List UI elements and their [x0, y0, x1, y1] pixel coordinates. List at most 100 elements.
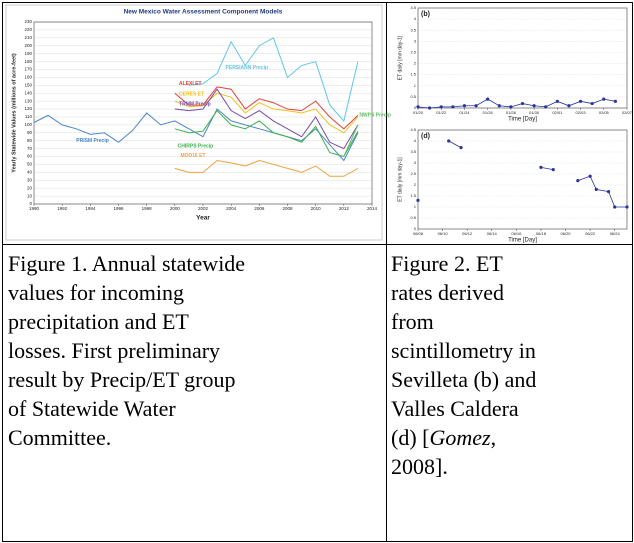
y-tick-label: 3.5: [410, 27, 416, 32]
y-tick-label: 40: [27, 170, 33, 175]
y-tick-label: 30: [27, 177, 33, 182]
data-point: [451, 105, 455, 109]
y-axis-label: Yearly Statewide Values (millions of acr…: [11, 53, 17, 173]
y-tick-label: 130: [24, 98, 32, 103]
y-tick-label: 4: [414, 138, 417, 143]
caption-line: values for incoming: [8, 280, 184, 305]
y-tick-label: 230: [24, 19, 32, 24]
caption-line: rates derived: [391, 280, 504, 305]
y-tick-label: 1.5: [410, 72, 416, 77]
y-tick-label: 1: [414, 83, 417, 88]
caption-line: precipitation and ET: [8, 309, 189, 334]
data-point: [486, 97, 490, 101]
x-tick-label: 01/30: [529, 110, 540, 115]
x-tick-label: 06/24: [610, 231, 621, 236]
chart-title: New Mexico Water Assessment Component Mo…: [124, 9, 283, 16]
x-tick-label: 06/16: [511, 231, 522, 236]
y-tick-label: 3: [414, 160, 417, 165]
x-tick-label: 1990: [29, 206, 40, 211]
data-point: [416, 198, 420, 202]
x-tick-label: 01/26: [483, 110, 494, 115]
data-point: [613, 205, 617, 209]
data-point: [539, 165, 543, 169]
y-tick-label: 2.5: [410, 171, 416, 176]
series-line: [417, 98, 616, 109]
y-tick-label: 50: [27, 162, 33, 167]
series-label: ALEXI ET: [179, 81, 202, 87]
y-tick-label: 100: [24, 122, 32, 127]
x-tick-label: 1996: [113, 206, 124, 211]
y-tick-label: 0: [29, 201, 32, 206]
x-tick-label: 2006: [254, 206, 265, 211]
caption-line: of Statewide Water: [8, 396, 176, 421]
caption-line: result by Precip/ET group: [8, 367, 236, 392]
y-tick-label: 70: [27, 146, 33, 151]
data-point: [594, 187, 598, 191]
data-point: [462, 104, 467, 108]
plot-frame: [417, 7, 628, 109]
series-line: [188, 37, 359, 122]
series-label: PERSIANN Precip: [226, 65, 269, 71]
data-point: [439, 105, 443, 109]
data-point: [578, 99, 583, 103]
y-tick-label: 220: [24, 27, 32, 32]
plot-frame: [417, 129, 628, 230]
data-point: [520, 101, 525, 106]
series-line: [343, 124, 359, 157]
series-line: [174, 92, 359, 134]
data-point: [588, 174, 592, 178]
data-point: [509, 105, 513, 109]
data-point: [625, 205, 629, 209]
series-line: [174, 86, 359, 130]
data-point: [551, 168, 555, 172]
series-label: NWPS Precip: [359, 113, 391, 119]
y-tick-label: 1: [414, 204, 417, 209]
y-tick-label: 0: [414, 226, 417, 231]
y-tick-label: 2.5: [410, 50, 416, 55]
data-point: [606, 190, 611, 194]
series-label: PRISM Precip: [76, 138, 109, 144]
x-tick-label: 2004: [226, 206, 237, 211]
panel-label: (b): [421, 11, 430, 18]
x-axis-label: Time [Day]: [508, 117, 537, 123]
data-point: [428, 106, 432, 110]
x-tick-label: 1998: [142, 206, 153, 211]
x-tick-label: 02/05: [599, 110, 610, 115]
y-axis-label: ET daily [mm day-1]: [397, 35, 403, 80]
data-point: [459, 146, 463, 150]
data-point: [474, 104, 478, 108]
caption-line: Figure 1. Annual statewide: [8, 251, 246, 276]
series-line: [174, 109, 359, 158]
x-tick-label: 06/18: [536, 231, 547, 236]
x-tick-label: 06/20: [561, 231, 572, 236]
x-tick-label: 06/22: [585, 231, 596, 236]
citation-author: Gomez: [429, 425, 491, 450]
y-tick-label: 0: [414, 105, 417, 110]
x-tick-label: 2012: [339, 206, 350, 211]
data-point: [532, 104, 536, 108]
x-tick-label: 2002: [198, 206, 209, 211]
figure1-image: [5, 4, 383, 241]
x-tick-label: 06/14: [487, 231, 498, 236]
caption-line: losses. First preliminary: [8, 338, 221, 363]
caption-line: Valles Caldera: [391, 396, 519, 421]
figure1-caption: Figure 1. Annual statewide values for in…: [8, 249, 245, 452]
caption-line: Sevilleta (b) and: [391, 367, 537, 392]
y-tick-label: 90: [27, 130, 33, 135]
x-tick-label: 1994: [85, 206, 96, 211]
data-point: [447, 139, 451, 143]
x-tick-label: 2008: [282, 206, 293, 211]
y-tick-label: 80: [27, 138, 33, 143]
caption-line: Committee.: [8, 425, 112, 450]
data-point: [497, 104, 501, 108]
x-tick-label: 2010: [311, 206, 322, 211]
y-tick-label: 190: [24, 51, 32, 56]
x-tick-label: 01/22: [436, 110, 447, 115]
x-tick-label: 06/10: [438, 231, 449, 236]
y-tick-label: 180: [24, 59, 32, 64]
data-point: [567, 104, 571, 108]
y-tick-label: 60: [27, 154, 33, 159]
y-tick-label: 140: [24, 90, 32, 95]
y-tick-label: 20: [27, 185, 33, 190]
